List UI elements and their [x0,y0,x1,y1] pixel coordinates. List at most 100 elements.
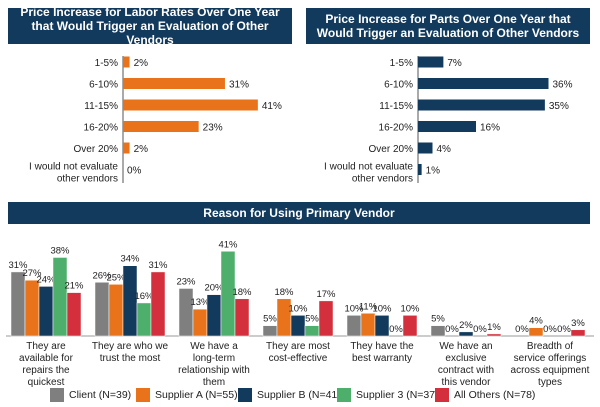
reason-bar [346,315,362,337]
reason-category-label: Breadth of [527,341,573,352]
legend-label: Supplier B (N=41) [257,389,341,401]
reason-bar [528,327,544,337]
parts-category-label: Over 20% [369,144,414,155]
legend-label: Supplier A (N=55) [155,389,238,401]
reason-category-label: relationship with [178,365,250,376]
labor-bar [123,99,258,111]
reason-value-label: 13% [190,297,210,308]
reason-bar [24,279,40,337]
labor-category-label: 16-20% [84,123,119,134]
labor-bar [123,121,199,132]
reason-bar [262,325,278,337]
reason-value-label: 25% [106,272,126,283]
reason-bar [290,315,306,337]
labor-value-label: 2% [134,58,149,69]
reason-chart-title: Reason for Using Primary Vendor [8,202,590,224]
labor-category-label: 1-5% [95,58,118,69]
reason-bar [402,315,418,337]
parts-value-label: 36% [553,80,573,91]
parts-bar [418,56,444,68]
reason-category-label: exclusive [445,353,487,364]
labor-chart-title: Price Increase for Labor Rates Over One … [8,5,292,47]
legend-swatch [238,388,252,402]
parts-chart-title: Price Increase for Parts Over One Year t… [306,8,590,44]
reason-value-label: 41% [218,239,238,250]
reason-bar [220,251,236,337]
labor-value-label: 23% [203,123,223,134]
reason-value-label: 26% [92,270,112,281]
reason-value-label: 31% [8,260,28,271]
reason-value-label: 0% [557,324,571,335]
reason-value-label: 0% [473,324,487,335]
labor-value-label: 31% [229,80,249,91]
reason-legend: Client (N=39) Supplier A (N=55) Supplier B… [0,388,600,406]
reason-value-label: 0% [515,324,529,335]
reason-value-label: 5% [263,314,277,325]
reason-bar [430,325,446,337]
reason-value-label: 0% [543,324,557,335]
reason-bar [10,271,26,337]
parts-bar [418,164,422,175]
parts-value-label: 4% [437,144,452,155]
parts-value-label: 16% [480,123,500,134]
reason-value-label: 18% [232,287,252,298]
reason-value-label: 17% [316,289,336,300]
reason-bar [122,265,138,337]
reason-value-label: 27% [22,268,42,279]
reason-bar [458,331,474,337]
parts-bar [418,121,476,132]
reason-value-label: 10% [288,303,308,314]
reason-value-label: 5% [305,314,319,325]
labor-value-label: 41% [262,101,282,112]
reason-category-label: this vendor [442,377,492,388]
reason-category-label: best warranty [352,353,412,364]
reason-category-label: available for [19,353,74,364]
parts-value-label: 7% [447,58,462,69]
legend-item: All Others (N=78) [435,388,535,402]
reason-value-label: 38% [50,245,70,256]
reason-bar [234,298,250,337]
labor-bar [123,56,130,68]
reason-category-label: cost-effective [269,353,328,364]
parts-value-label: 35% [549,101,569,112]
legend-swatch [50,388,64,402]
legend-label: Supplier 3 (N=37) [356,389,439,401]
reason-value-label: 3% [571,318,585,329]
parts-bar [418,78,549,89]
reason-value-label: 21% [64,281,84,292]
labor-category-label: 6-10% [89,80,118,91]
legend-label: Client (N=39) [69,389,132,401]
labor-category-label: Over 20% [74,144,119,155]
legend-swatch [337,388,351,402]
legend-item: Supplier A (N=55) [136,388,238,402]
legend-item: Supplier 3 (N=37) [337,388,439,402]
legend-label: All Others (N=78) [454,389,536,401]
reason-value-label: 1% [487,322,501,333]
reason-value-label: 24% [36,274,56,285]
reason-bar [178,288,194,337]
reason-category-label: trust the most [100,353,161,364]
reason-category-label: long-term [193,353,235,364]
reason-value-label: 11% [359,301,378,312]
reason-bar [360,313,376,337]
reason-value-label: 10% [344,303,364,314]
reason-value-label: 16% [134,291,154,302]
reason-value-label: 31% [148,260,168,271]
legend-swatch [136,388,150,402]
reason-value-label: 20% [204,283,224,294]
labor-category-label: 11-15% [84,101,118,112]
reason-category-label: We have an [439,341,492,352]
reason-category-label: They are most [266,341,330,352]
parts-category-label: I would not evaluate [324,162,413,173]
reason-bar [304,325,320,337]
reason-category-label: types [538,377,562,388]
reason-value-label: 0% [445,324,459,335]
reason-category-label: They have the [350,341,414,352]
reason-category-label: We have a [190,341,238,352]
parts-bar [418,142,433,154]
parts-bar [418,99,545,111]
parts-category-label: 6-10% [384,80,413,91]
reason-category-label: repairs the [22,365,70,376]
reason-category-label: contract with [438,365,494,376]
